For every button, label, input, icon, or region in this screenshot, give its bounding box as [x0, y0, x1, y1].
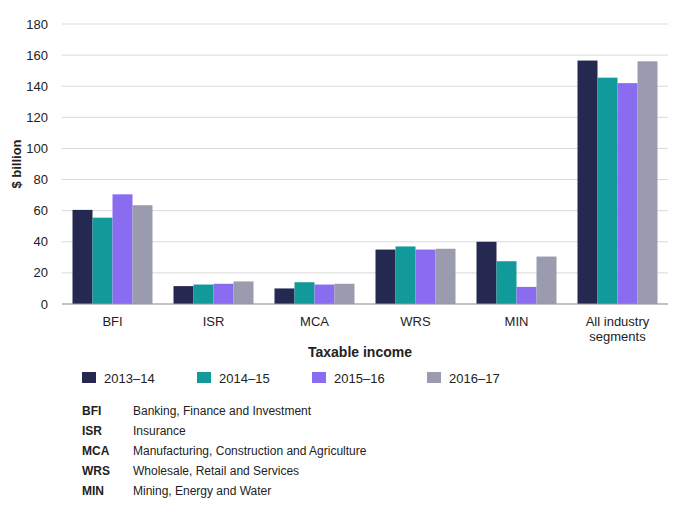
- legend-swatch: [197, 372, 211, 383]
- bar: [598, 78, 618, 304]
- bar: [618, 83, 638, 304]
- legend: 2013–14 2014–15 2015–16 2016–17: [82, 371, 500, 386]
- abbreviation-key: BFI Banking, Finance and Investment ISR Ins…: [82, 404, 367, 498]
- bar: [113, 194, 133, 304]
- bar: [335, 284, 355, 304]
- x-tick-label: WRS: [400, 314, 431, 329]
- y-tick-label: 100: [26, 141, 48, 156]
- x-tick-label: All industrysegments: [586, 314, 650, 344]
- y-axis-label: $ billion: [9, 139, 24, 188]
- bar: [93, 218, 113, 304]
- chart-container: 0 20 40 60 80 100 120 140 160 180 $ billion BFI ISR M…: [0, 0, 689, 519]
- bar: [537, 257, 557, 304]
- bar: [517, 287, 537, 304]
- x-axis-line: [62, 304, 668, 305]
- y-tick-label: 20: [34, 265, 48, 280]
- abbreviation-text: Insurance: [133, 424, 186, 438]
- abbreviation: BFI: [82, 404, 101, 418]
- bar: [477, 242, 497, 304]
- legend-label: 2014–15: [219, 371, 270, 386]
- bar: [315, 285, 335, 304]
- y-tick-label: 40: [34, 234, 48, 249]
- grid-line: [62, 272, 668, 273]
- abbreviation-text: Mining, Energy and Water: [133, 484, 271, 498]
- abbreviation-text: Wholesale, Retail and Services: [133, 464, 299, 478]
- y-tick-label: 180: [26, 17, 48, 32]
- grid-line: [62, 55, 668, 56]
- grid-line: [62, 117, 668, 118]
- bar: [214, 284, 234, 304]
- bar: [416, 250, 436, 304]
- chart-svg: 0 20 40 60 80 100 120 140 160 180 $ billion BFI ISR M…: [0, 0, 689, 519]
- legend-label: 2015–16: [334, 371, 385, 386]
- y-tick-label: 140: [26, 79, 48, 94]
- abbreviation-text: Manufacturing, Construction and Agricult…: [133, 444, 367, 458]
- grid-line: [62, 210, 668, 211]
- bar: [396, 246, 416, 304]
- x-tick-label: MIN: [505, 314, 529, 329]
- y-tick-label: 160: [26, 48, 48, 63]
- grid-line: [62, 179, 668, 180]
- abbreviation: MCA: [82, 444, 110, 458]
- bar: [133, 205, 153, 304]
- abbreviation: WRS: [82, 464, 110, 478]
- abbreviation: MIN: [82, 484, 104, 498]
- y-tick-label: 0: [41, 297, 48, 312]
- bar: [436, 249, 456, 304]
- x-tick-label: MCA: [300, 314, 329, 329]
- bar: [275, 288, 295, 304]
- legend-label: 2013–14: [104, 371, 155, 386]
- bar: [376, 250, 396, 304]
- x-tick-label: ISR: [203, 314, 225, 329]
- bar: [578, 61, 598, 304]
- bar: [295, 282, 315, 304]
- grid-line: [62, 86, 668, 87]
- bar: [638, 61, 658, 304]
- y-tick-label: 120: [26, 110, 48, 125]
- grid-line: [62, 304, 668, 305]
- legend-label: 2016–17: [449, 371, 500, 386]
- grid-line: [62, 24, 668, 25]
- x-tick-label: BFI: [102, 314, 122, 329]
- grid: [62, 24, 668, 304]
- grid-line: [62, 241, 668, 242]
- legend-swatch: [82, 372, 96, 383]
- bars: [73, 61, 658, 304]
- bar: [194, 285, 214, 304]
- bar: [73, 210, 93, 304]
- abbreviation: ISR: [82, 424, 102, 438]
- legend-swatch: [427, 372, 441, 383]
- bar: [234, 281, 254, 304]
- abbreviation-text: Banking, Finance and Investment: [133, 404, 312, 418]
- legend-swatch: [312, 372, 326, 383]
- y-tick-label: 80: [34, 172, 48, 187]
- y-tick-label: 60: [34, 203, 48, 218]
- x-axis-label: Taxable income: [308, 344, 412, 360]
- bar: [174, 286, 194, 304]
- bar: [497, 261, 517, 304]
- grid-line: [62, 148, 668, 149]
